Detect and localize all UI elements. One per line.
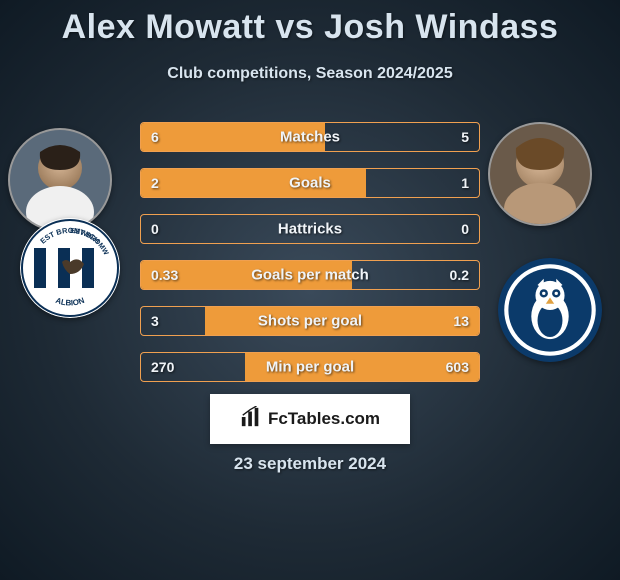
stat-bar-value-right: 603: [446, 359, 469, 375]
stat-bar-label: Goals: [289, 175, 331, 192]
stat-bar-value-left: 0.33: [151, 267, 178, 283]
player2-avatar: [488, 122, 592, 226]
stat-bar-label: Matches: [280, 129, 340, 146]
stat-bar-value-right: 5: [461, 129, 469, 145]
subtitle: Club competitions, Season 2024/2025: [0, 65, 620, 83]
infographic-container: Alex Mowatt vs Josh Windass Club competi…: [0, 0, 620, 580]
stat-bar-row: Matches 6 5: [140, 122, 480, 152]
stat-bar-value-right: 0.2: [450, 267, 469, 283]
fctables-icon: [240, 406, 262, 433]
page-title: Alex Mowatt vs Josh Windass: [0, 0, 620, 47]
stat-bar-label: Hattricks: [278, 221, 342, 238]
stat-bar-right-fill: [325, 123, 479, 151]
stat-bar-value-left: 2: [151, 175, 159, 191]
stat-bar-row: Goals per match 0.33 0.2: [140, 260, 480, 290]
stat-bar-value-right: 0: [461, 221, 469, 237]
stat-bar-row: Hattricks 0 0: [140, 214, 480, 244]
stat-bar-value-left: 3: [151, 313, 159, 329]
stat-bar-value-left: 0: [151, 221, 159, 237]
stat-bars: Matches 6 5 Goals 2 1 Hattricks 0 0 Goals per mat…: [140, 122, 480, 398]
club-badge-icon: EST BROMWICH EST BROMWICH ALBION: [20, 218, 120, 318]
stat-bar-value-right: 1: [461, 175, 469, 191]
avatar-placeholder-icon: [490, 124, 590, 224]
stat-bar-row: Min per goal 270 603: [140, 352, 480, 382]
stat-bar-label: Min per goal: [266, 359, 354, 376]
stat-bar-label: Goals per match: [251, 267, 369, 284]
club-badge-icon: [498, 258, 602, 362]
stat-bar-value-left: 270: [151, 359, 174, 375]
fctables-label: FcTables.com: [268, 409, 380, 429]
club1-badge: EST BROMWICH EST BROMWICH ALBION: [20, 218, 120, 318]
stat-bar-value-left: 6: [151, 129, 159, 145]
club2-badge: [498, 258, 602, 362]
stat-bar-row: Shots per goal 3 13: [140, 306, 480, 336]
stat-bar-left-fill: [141, 169, 366, 197]
stat-bar-row: Goals 2 1: [140, 168, 480, 198]
fctables-watermark: FcTables.com: [210, 394, 410, 444]
player1-avatar: [8, 128, 112, 232]
stat-bar-value-right: 13: [453, 313, 469, 329]
stat-bar-label: Shots per goal: [258, 313, 362, 330]
date-label: 23 september 2024: [0, 454, 620, 474]
avatar-placeholder-icon: [10, 130, 110, 230]
